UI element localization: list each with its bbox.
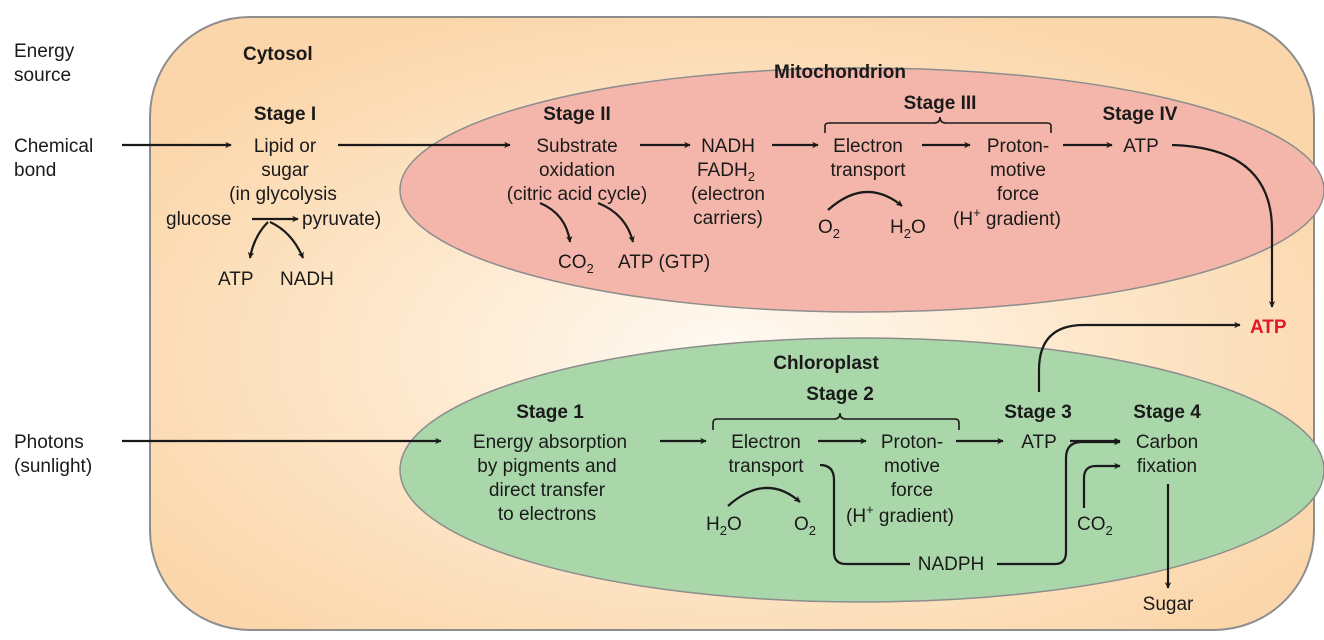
mito-co2-label: CO2 bbox=[558, 252, 594, 276]
chloroplast-label: Chloroplast bbox=[773, 353, 879, 374]
mito-atp-gtp-label: ATP (GTP) bbox=[618, 252, 710, 273]
chloro-co2-label: CO2 bbox=[1077, 514, 1113, 538]
nadph-to-cf-arrow bbox=[997, 438, 1121, 566]
mito-h2o-label: H2O bbox=[890, 217, 926, 241]
mito-atp-label: ATP bbox=[1123, 136, 1159, 157]
stage-2-bracket bbox=[712, 412, 960, 430]
chloro-atp-label: ATP bbox=[1021, 432, 1057, 453]
chloro-pmf-2: motive bbox=[884, 456, 940, 477]
stage-1-text-3: direct transfer bbox=[489, 480, 606, 501]
chloro-gradient-label: (H+ gradient) bbox=[846, 502, 954, 527]
chemical-bond-label: Chemical bbox=[14, 136, 93, 157]
chloro-electron-transport-2: transport bbox=[729, 456, 805, 477]
stage-ii-text-1: Substrate bbox=[536, 136, 617, 157]
stage-1-text-2: by pigments and bbox=[477, 456, 616, 477]
mito-electron-transport-1: Electron bbox=[833, 136, 903, 157]
stage-ii-text-3: (citric acid cycle) bbox=[507, 184, 647, 205]
chloro-pmf-3: force bbox=[891, 480, 933, 501]
stage-i-label: Stage I bbox=[254, 104, 316, 125]
mitochondrion-region bbox=[399, 67, 1324, 313]
mito-pmf-3: force bbox=[997, 184, 1039, 205]
chloroplast-region bbox=[399, 337, 1324, 603]
chloro-atp-to-output-arrow bbox=[1037, 321, 1241, 392]
flow-arrows bbox=[122, 116, 1276, 589]
mito-atp-to-output-arrow bbox=[1171, 143, 1276, 308]
stage-ii-label: Stage II bbox=[543, 104, 611, 125]
chloro-o2-label: O2 bbox=[794, 514, 816, 538]
co2-to-cf-arrow bbox=[1082, 462, 1121, 508]
stage-1-text-4: to electrons bbox=[498, 504, 596, 525]
stage-i-text-2: sugar bbox=[261, 160, 309, 181]
photons-label-2: (sunlight) bbox=[14, 456, 92, 477]
glycolysis-atp-label: ATP bbox=[218, 269, 254, 290]
stage-1-text-1: Energy absorption bbox=[473, 432, 627, 453]
stage-1-label: Stage 1 bbox=[516, 402, 584, 423]
nadph-label: NADPH bbox=[918, 554, 985, 575]
stage-iii-label: Stage III bbox=[904, 93, 977, 114]
cytosol-label: Cytosol bbox=[243, 44, 313, 65]
atp-gtp-release-arrow bbox=[597, 201, 635, 243]
stage-i-text-3: (in glycolysis bbox=[229, 184, 337, 205]
energy-source-heading: Energy bbox=[14, 41, 75, 62]
glycolysis-nadh-arrow bbox=[269, 220, 305, 259]
chloro-pmf-1: Proton- bbox=[881, 432, 943, 453]
et-to-nadph-connector bbox=[819, 463, 910, 566]
energy-source-heading-2: source bbox=[14, 65, 71, 86]
stage-ii-text-2: oxidation bbox=[539, 160, 615, 181]
carbon-fixation-2: fixation bbox=[1137, 456, 1197, 477]
mito-o2-label: O2 bbox=[818, 217, 840, 241]
stage-4-label: Stage 4 bbox=[1133, 402, 1201, 423]
carriers-text-2: carriers) bbox=[693, 208, 763, 229]
output-atp-label: ATP bbox=[1250, 317, 1287, 338]
mito-pmf-1: Proton- bbox=[987, 136, 1049, 157]
stage-3-label: Stage 3 bbox=[1004, 402, 1072, 423]
glycolysis-atp-arrow bbox=[247, 221, 269, 259]
stage-i-text-1: Lipid or bbox=[254, 136, 317, 157]
mito-gradient-label: (H+ gradient) bbox=[953, 205, 1061, 230]
sugar-label: Sugar bbox=[1143, 594, 1194, 615]
chemical-bond-label-2: bond bbox=[14, 160, 56, 181]
mito-pmf-2: motive bbox=[990, 160, 1046, 181]
carbon-fixation-1: Carbon bbox=[1136, 432, 1198, 453]
mitochondrion-label: Mitochondrion bbox=[774, 62, 906, 83]
chloro-h2o-label: H2O bbox=[706, 514, 742, 538]
chloro-electron-transport-1: Electron bbox=[731, 432, 801, 453]
nadh-label: NADH bbox=[701, 136, 755, 157]
stage-2-label: Stage 2 bbox=[806, 384, 874, 405]
glycolysis-nadh-label: NADH bbox=[280, 269, 334, 290]
chloro-h2o-to-o2-arrow bbox=[727, 486, 801, 507]
stage-iv-label: Stage IV bbox=[1103, 104, 1178, 125]
stage-iii-bracket bbox=[824, 116, 1052, 133]
carriers-text-1: (electron bbox=[691, 184, 765, 205]
co2-release-arrow bbox=[539, 201, 573, 243]
mito-o2-to-h2o-arrow bbox=[827, 190, 903, 211]
glucose-label: glucose bbox=[166, 209, 232, 230]
photons-label: Photons bbox=[14, 432, 84, 453]
pyruvate-label: pyruvate) bbox=[302, 209, 381, 230]
mito-electron-transport-2: transport bbox=[831, 160, 907, 181]
fadh2-label: FADH2 bbox=[697, 160, 755, 184]
